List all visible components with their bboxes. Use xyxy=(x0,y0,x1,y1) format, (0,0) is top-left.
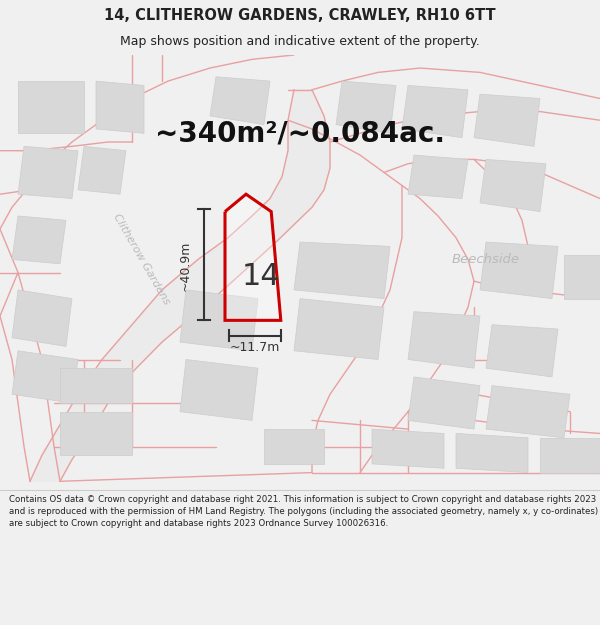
Polygon shape xyxy=(294,242,390,299)
Polygon shape xyxy=(564,255,600,299)
Polygon shape xyxy=(540,438,600,472)
Text: Map shows position and indicative extent of the property.: Map shows position and indicative extent… xyxy=(120,35,480,48)
Polygon shape xyxy=(30,90,330,481)
Polygon shape xyxy=(402,86,468,138)
Polygon shape xyxy=(60,412,132,455)
Polygon shape xyxy=(336,81,396,133)
Polygon shape xyxy=(18,81,84,133)
Polygon shape xyxy=(60,368,132,403)
Polygon shape xyxy=(180,359,258,421)
Polygon shape xyxy=(372,429,444,468)
Polygon shape xyxy=(408,312,480,368)
Text: 14, CLITHEROW GARDENS, CRAWLEY, RH10 6TT: 14, CLITHEROW GARDENS, CRAWLEY, RH10 6TT xyxy=(104,8,496,23)
Polygon shape xyxy=(96,81,144,133)
Polygon shape xyxy=(78,146,126,194)
Polygon shape xyxy=(486,386,570,438)
Polygon shape xyxy=(294,299,384,359)
Polygon shape xyxy=(180,290,258,351)
Text: ~340m²/~0.084ac.: ~340m²/~0.084ac. xyxy=(155,119,445,148)
Polygon shape xyxy=(486,325,558,377)
Polygon shape xyxy=(474,94,540,146)
Polygon shape xyxy=(456,434,528,472)
Text: Clitherow Gardens: Clitherow Gardens xyxy=(111,213,171,307)
Polygon shape xyxy=(210,77,270,124)
Polygon shape xyxy=(225,194,281,321)
Polygon shape xyxy=(12,351,78,403)
Polygon shape xyxy=(12,290,72,346)
Polygon shape xyxy=(480,159,546,212)
Text: ~11.7m: ~11.7m xyxy=(230,341,280,354)
Polygon shape xyxy=(408,155,468,199)
Text: Contains OS data © Crown copyright and database right 2021. This information is : Contains OS data © Crown copyright and d… xyxy=(9,496,598,528)
Polygon shape xyxy=(408,377,480,429)
Polygon shape xyxy=(18,146,78,199)
Polygon shape xyxy=(480,242,558,299)
Text: ~40.9m: ~40.9m xyxy=(179,241,192,291)
Text: Beechside: Beechside xyxy=(452,253,520,266)
Polygon shape xyxy=(264,429,324,464)
Polygon shape xyxy=(12,216,66,264)
Text: 14: 14 xyxy=(242,262,280,291)
